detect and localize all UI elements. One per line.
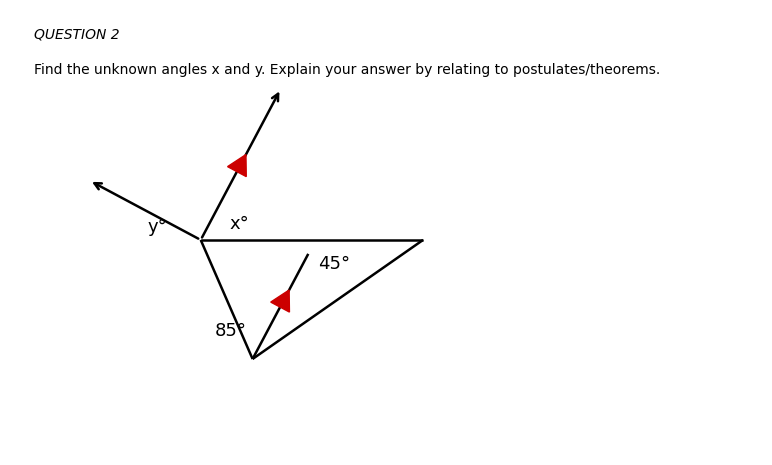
Text: 85°: 85° (215, 322, 246, 340)
Text: QUESTION 2: QUESTION 2 (34, 27, 120, 41)
Text: Find the unknown angles x and y. Explain your answer by relating to postulates/t: Find the unknown angles x and y. Explain… (34, 63, 660, 77)
Text: 45°: 45° (318, 255, 350, 273)
Polygon shape (271, 290, 290, 312)
Text: x°: x° (229, 214, 249, 232)
Text: y°: y° (148, 218, 168, 236)
Polygon shape (228, 154, 246, 177)
